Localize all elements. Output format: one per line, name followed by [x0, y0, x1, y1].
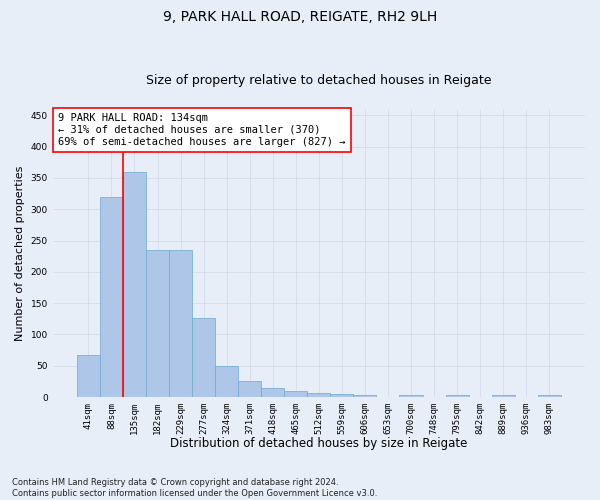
Text: 9, PARK HALL ROAD, REIGATE, RH2 9LH: 9, PARK HALL ROAD, REIGATE, RH2 9LH	[163, 10, 437, 24]
Bar	[400, 395, 422, 397]
Bar	[192, 318, 215, 397]
Text: 9 PARK HALL ROAD: 134sqm
← 31% of detached houses are smaller (370)
69% of semi-: 9 PARK HALL ROAD: 134sqm ← 31% of detach…	[58, 114, 346, 146]
Bar	[169, 250, 192, 397]
Bar	[123, 172, 146, 397]
Bar	[215, 366, 238, 397]
Bar	[284, 391, 307, 397]
Bar	[77, 355, 100, 397]
X-axis label: Distribution of detached houses by size in Reigate: Distribution of detached houses by size …	[170, 437, 467, 450]
Bar	[238, 382, 261, 397]
Bar	[146, 250, 169, 397]
Bar	[446, 395, 469, 397]
Bar	[307, 392, 331, 397]
Bar	[491, 395, 515, 397]
Bar	[353, 395, 376, 397]
Bar	[261, 388, 284, 397]
Text: Contains HM Land Registry data © Crown copyright and database right 2024.
Contai: Contains HM Land Registry data © Crown c…	[12, 478, 377, 498]
Y-axis label: Number of detached properties: Number of detached properties	[15, 166, 25, 340]
Bar	[100, 196, 123, 397]
Bar	[331, 394, 353, 397]
Title: Size of property relative to detached houses in Reigate: Size of property relative to detached ho…	[146, 74, 491, 87]
Bar	[538, 395, 561, 397]
